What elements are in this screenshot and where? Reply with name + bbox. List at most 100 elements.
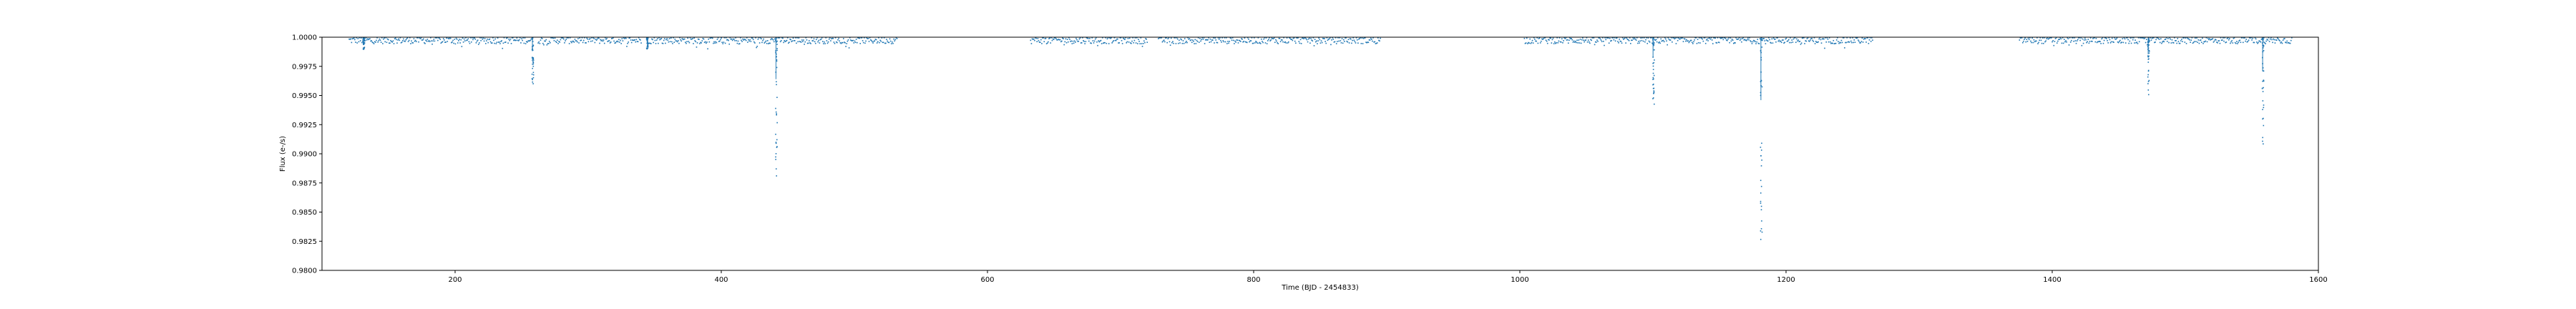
- data-point: [1825, 37, 1826, 39]
- data-point: [683, 38, 686, 40]
- data-point: [557, 39, 558, 41]
- data-point: [2262, 100, 2264, 102]
- data-point: [1696, 42, 1698, 44]
- data-point: [871, 39, 872, 41]
- data-point: [2263, 117, 2264, 119]
- data-point: [1198, 41, 1200, 43]
- data-point: [1314, 39, 1316, 40]
- data-point: [2039, 39, 2040, 41]
- data-point: [776, 40, 778, 42]
- data-point: [613, 40, 615, 42]
- data-point: [846, 43, 848, 44]
- data-point: [1668, 38, 1670, 40]
- data-point: [431, 40, 432, 41]
- data-point: [2126, 37, 2127, 39]
- data-point: [2128, 42, 2129, 44]
- data-point: [1584, 39, 1586, 41]
- data-point: [2094, 41, 2097, 43]
- data-point: [1802, 37, 1804, 39]
- data-point: [1239, 40, 1241, 41]
- data-point: [1538, 38, 1540, 39]
- data-point: [776, 146, 778, 147]
- data-point: [370, 40, 371, 42]
- data-point: [2067, 38, 2069, 39]
- data-point: [431, 43, 433, 45]
- data-point: [384, 37, 385, 39]
- data-point: [1302, 37, 1304, 39]
- data-point: [858, 37, 859, 39]
- data-point: [2285, 41, 2287, 44]
- data-point: [1697, 39, 1699, 40]
- data-point: [1039, 41, 1041, 43]
- data-point: [1293, 37, 1295, 39]
- data-point: [430, 37, 431, 39]
- data-point: [773, 41, 775, 43]
- data-point: [1616, 37, 1618, 39]
- data-point: [479, 37, 481, 39]
- data-point: [2021, 37, 2023, 39]
- data-point: [647, 43, 648, 44]
- data-point: [595, 39, 597, 40]
- data-point: [1256, 41, 1257, 43]
- data-point: [2148, 52, 2150, 54]
- data-point: [554, 37, 556, 39]
- data-point: [1272, 38, 1274, 39]
- data-point: [648, 42, 650, 44]
- data-point: [524, 37, 526, 39]
- data-point: [1805, 40, 1807, 41]
- data-point: [702, 37, 704, 39]
- data-point: [1231, 39, 1233, 41]
- data-point: [1642, 40, 1644, 42]
- data-point: [584, 37, 585, 39]
- data-point: [718, 41, 720, 42]
- data-point: [1255, 40, 1257, 42]
- data-point: [1652, 87, 1654, 89]
- data-point: [517, 39, 519, 41]
- data-point: [676, 41, 678, 43]
- data-point: [2026, 41, 2029, 42]
- data-point: [580, 39, 582, 41]
- data-point: [356, 42, 358, 44]
- data-point: [1312, 37, 1314, 39]
- data-point: [1159, 37, 1161, 39]
- data-point: [1287, 42, 1289, 44]
- data-point: [882, 41, 884, 44]
- data-point: [2148, 41, 2150, 43]
- data-point: [531, 78, 533, 79]
- data-point: [2087, 41, 2088, 43]
- data-point: [743, 39, 745, 41]
- data-point: [658, 42, 659, 44]
- data-point: [2223, 40, 2225, 42]
- data-point: [2230, 41, 2232, 43]
- data-point: [646, 46, 648, 47]
- data-point: [868, 41, 870, 42]
- data-point: [401, 41, 403, 43]
- data-point: [1093, 40, 1096, 42]
- data-point: [889, 38, 891, 40]
- data-point: [438, 37, 439, 39]
- data-point: [595, 39, 597, 41]
- data-point: [1773, 38, 1775, 40]
- data-point: [722, 43, 724, 44]
- data-point: [453, 42, 454, 44]
- data-point: [446, 37, 447, 39]
- data-point: [407, 41, 409, 42]
- data-point: [816, 37, 818, 39]
- data-point: [2107, 40, 2108, 41]
- data-point: [448, 38, 450, 40]
- data-point: [1277, 43, 1279, 44]
- data-point: [493, 39, 494, 41]
- data-point: [2097, 41, 2099, 43]
- data-point: [2114, 38, 2117, 40]
- data-point: [1856, 37, 1858, 39]
- data-point: [810, 43, 811, 44]
- data-point: [410, 43, 411, 44]
- data-point: [1730, 40, 1732, 42]
- data-point: [630, 39, 632, 41]
- data-point: [1653, 92, 1655, 94]
- data-point: [1524, 42, 1526, 44]
- data-point: [2241, 37, 2243, 39]
- data-point: [704, 41, 706, 43]
- data-point: [738, 43, 740, 45]
- data-point: [1639, 42, 1640, 44]
